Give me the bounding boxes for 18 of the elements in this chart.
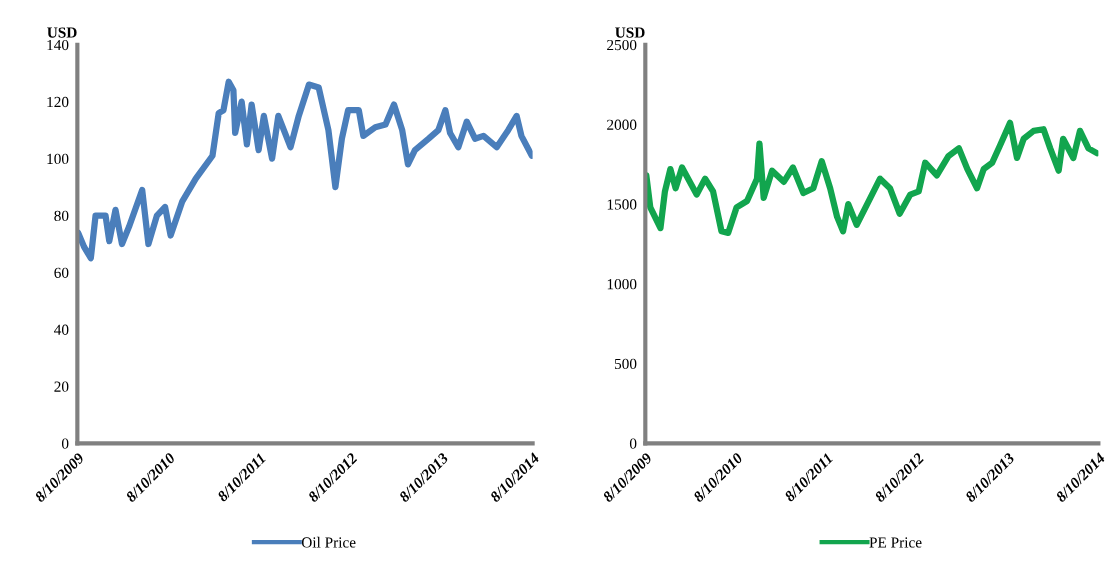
y-tick-label: 100 <box>47 153 69 165</box>
y-axis-title: USD <box>615 27 645 38</box>
y-tick-label: 40 <box>54 324 69 335</box>
y-tick-label: 80 <box>54 210 69 221</box>
y-tick-label: 20 <box>54 381 69 392</box>
y-axis-title: USD <box>47 27 77 38</box>
y-tick-label: 140 <box>47 39 69 51</box>
y-tick-label: 2500 <box>607 39 637 51</box>
y-tick-label: 1000 <box>607 279 637 290</box>
y-tick-label: 1500 <box>607 199 637 210</box>
y-tick-label: 0 <box>61 438 69 449</box>
legend-label: PE Price <box>869 537 922 548</box>
legend-label: Oil Price <box>301 536 356 548</box>
y-tick-label: 500 <box>614 358 637 370</box>
y-tick-label: 2000 <box>607 119 637 130</box>
y-tick-label: 120 <box>47 96 69 108</box>
y-tick-label: 60 <box>54 267 69 278</box>
y-tick-label: 0 <box>629 438 637 449</box>
